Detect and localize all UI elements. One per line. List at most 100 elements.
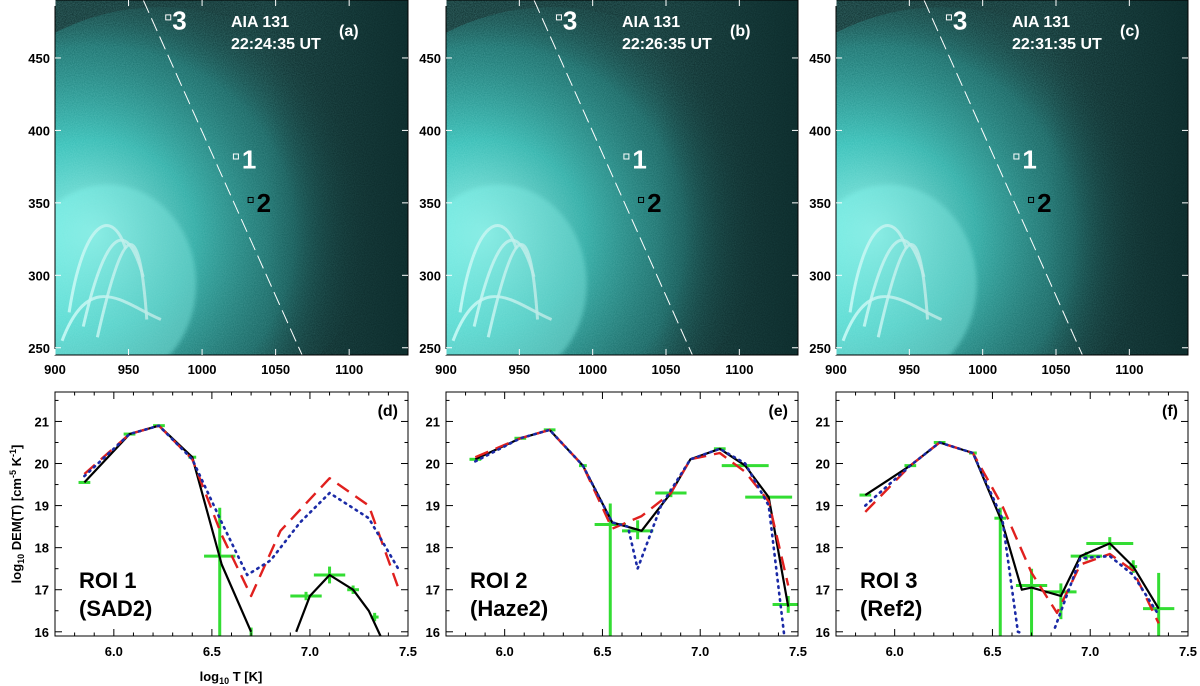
plot-content — [469, 428, 798, 636]
y-axis-title-part: DEM(T) [cm — [9, 478, 24, 554]
aia-image-panel: 12 3 AIA 131 22:24:35 UT (a) 900 950 1000 1050 11… — [28, 0, 409, 377]
aia-image-panel: 12 3 AIA 131 22:26:35 UT (b) 900 950 1000 1050 11… — [419, 0, 799, 377]
roi-label: ROI 3 — [860, 568, 917, 593]
roi-marker-box — [232, 153, 239, 160]
y-tick-label: 19 — [35, 499, 49, 514]
x-tick-label: 1050 — [1042, 362, 1071, 377]
aia-image-panel: 12 3 AIA 131 22:31:35 UT (c) 900 950 1000 1050 11… — [809, 0, 1189, 377]
series-dotted — [1053, 554, 1160, 629]
slice-line — [923, 0, 1083, 355]
x-tick-label: 1100 — [335, 362, 363, 377]
x-tick-label: 6.0 — [105, 644, 123, 659]
roi-label: ROI 1 — [79, 568, 136, 593]
x-tick-label: 7.5 — [789, 644, 807, 659]
x-tick-label: 950 — [898, 362, 920, 377]
x-tick-label: 7.0 — [301, 644, 319, 659]
roi-marker-box — [623, 153, 630, 160]
roi-marker-label: 3 — [172, 5, 186, 35]
roi-marker-label: 3 — [953, 5, 967, 35]
y-tick-label: 17 — [35, 583, 49, 598]
y-tick-label: 250 — [28, 341, 50, 356]
x-tick-label: 1050 — [652, 362, 681, 377]
slice-line — [142, 0, 303, 355]
y-axis-title-part: -5 — [8, 470, 18, 478]
y-tick-label: 20 — [816, 457, 830, 472]
roi-sublabel: (Haze2) — [470, 596, 548, 621]
dem-chart: 6.0 6.5 7.0 7.5 16 17 18 19 20 21 (f) ROI 3 (Ref2) — [816, 391, 1197, 659]
x-tick-label: 1100 — [725, 362, 753, 377]
y-axis-title: log10 DEM(T) [cm-5 K-1] — [8, 445, 26, 584]
y-tick-label: 16 — [35, 625, 49, 640]
y-tick-label: 17 — [426, 583, 440, 598]
image-frame — [445, 0, 799, 356]
x-axis-title-part: log — [200, 669, 220, 684]
aia-image — [55, 0, 408, 355]
timestamp-label: 22:24:35 UT — [231, 36, 321, 53]
x-tick-label: 950 — [118, 362, 140, 377]
roi-marker-label: 2 — [1037, 188, 1051, 218]
image-frame — [54, 0, 409, 356]
aia-image — [836, 0, 1188, 355]
roi-marker-box — [247, 196, 254, 203]
image-fade — [836, 0, 1188, 355]
plot-area — [446, 392, 798, 636]
y-tick-label: 400 — [419, 123, 441, 138]
y-axis-title-part: 10 — [16, 554, 26, 564]
y-tick-label: 16 — [816, 625, 830, 640]
series-dotted — [864, 441, 1025, 636]
roi-marker-label: 2 — [647, 188, 661, 218]
x-axis-title: log10 T [K] — [200, 669, 263, 686]
x-axis-title-part: T [K] — [229, 669, 262, 684]
image-fade — [55, 0, 408, 355]
error-cross — [290, 591, 322, 601]
dem-chart: 6.0 6.5 7.0 7.5 16 17 18 19 20 21 (e) ROI 2 (Haze2) — [426, 391, 807, 659]
panel-letter: (d) — [378, 403, 398, 420]
x-tick-label: 1000 — [968, 362, 997, 377]
x-tick-label: 900 — [435, 362, 457, 377]
plot-area — [55, 392, 408, 636]
x-tick-label: 6.0 — [886, 644, 904, 659]
x-axis-title-part: 10 — [219, 676, 229, 686]
y-tick-label: 18 — [426, 541, 440, 556]
x-tick-label: 1000 — [188, 362, 217, 377]
roi-marker-box — [638, 196, 645, 203]
y-tick-label: 18 — [816, 541, 830, 556]
y-tick-label: 20 — [426, 457, 440, 472]
x-tick-label: 6.5 — [593, 644, 611, 659]
panel-letter: (b) — [730, 23, 750, 40]
series-dotted — [83, 424, 400, 577]
roi-marker-label: 1 — [632, 144, 646, 174]
y-axis-title-part: ] — [9, 445, 24, 449]
y-tick-label: 21 — [35, 414, 49, 429]
x-tick-label: 6.0 — [496, 644, 514, 659]
instrument-label: AIA 131 — [231, 14, 289, 31]
roi-marker-label: 3 — [563, 5, 577, 35]
x-tick-label: 6.5 — [983, 644, 1001, 659]
y-tick-label: 450 — [28, 51, 50, 66]
x-tick-label: 1100 — [1115, 362, 1143, 377]
y-tick-label: 450 — [419, 51, 441, 66]
panel-letter: (f) — [1162, 403, 1178, 420]
plot-content — [78, 424, 400, 636]
y-tick-label: 300 — [419, 268, 441, 283]
y-tick-label: 17 — [816, 583, 830, 598]
panel-letter: (a) — [339, 23, 359, 40]
series-solid — [295, 573, 382, 636]
y-tick-label: 300 — [809, 268, 831, 283]
y-tick-label: 300 — [28, 268, 50, 283]
y-tick-label: 350 — [419, 196, 441, 211]
x-tick-label: 1000 — [578, 362, 607, 377]
panel-letter: (e) — [768, 403, 788, 420]
roi-sublabel: (SAD2) — [79, 596, 152, 621]
instrument-label: AIA 131 — [622, 14, 680, 31]
roi-marker-box — [165, 14, 172, 21]
instrument-label: AIA 131 — [1012, 14, 1070, 31]
y-tick-label: 350 — [28, 196, 50, 211]
y-tick-label: 19 — [426, 499, 440, 514]
x-tick-label: 7.5 — [399, 644, 417, 659]
roi-marker-box — [1028, 196, 1035, 203]
y-tick-label: 16 — [426, 625, 440, 640]
y-axis-title-part: -1 — [8, 449, 18, 457]
roi-sublabel: (Ref2) — [860, 596, 922, 621]
roi-marker-box — [555, 14, 562, 21]
